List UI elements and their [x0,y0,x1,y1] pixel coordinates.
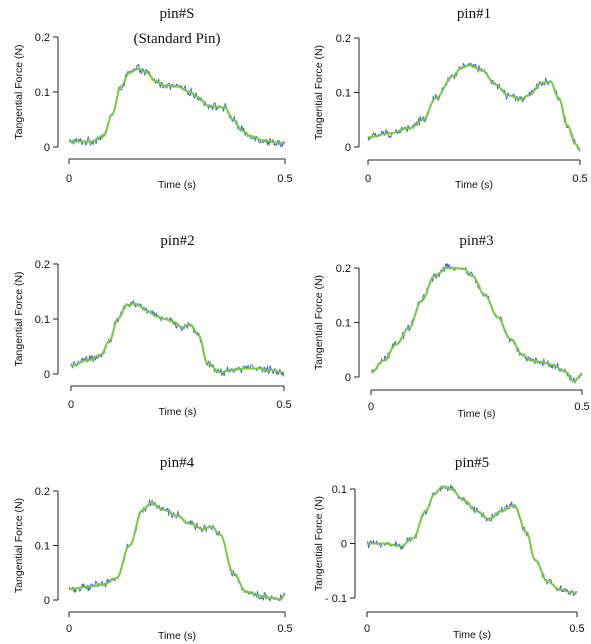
y-tick-label: 0 [345,372,351,384]
fitted-curve-line [367,64,581,151]
y-axis-label: Tangential Force (N) [313,275,325,370]
y-tick-label: 0.1 [35,87,50,99]
fitted-curve-line [370,267,583,383]
x-tick-label: 0.5 [572,173,587,185]
y-axis-label: Tangential Force (N) [13,271,25,366]
y-tick-label: 0.1 [35,314,50,326]
x-tick-label: 0 [66,623,72,635]
x-tick-label: 0 [368,401,374,413]
x-tick-label: 0 [365,173,371,185]
y-tick-label: 0 [341,539,347,551]
fitted-curve-line [68,67,286,145]
y-tick-label: 0.1 [336,318,351,330]
raw-signal-line [70,300,285,377]
chart-title: pin#S [159,6,194,22]
y-tick-label: 0.1 [332,484,347,496]
x-axis-label: Time (s) [158,179,196,191]
panel-0: pin#S (Standard Pin) 0 0.1 0.2 Tangential For… [13,6,293,191]
x-axis-label: Time (s) [453,629,491,641]
panel-3: pin#3 0 0.1 0.2 Tangential Force (N) 0 0.5 Time… [313,233,590,420]
y-tick-label: 0.1 [35,541,50,553]
x-tick-label: 0.5 [277,623,292,635]
panel-2: pin#2 0 0.1 0.2 Tangential Force (N) 0 0.5 Time… [13,233,292,418]
chart-title: pin#5 [455,455,489,471]
x-tick-label: 0.5 [569,623,584,635]
y-tick-label: 0 [44,595,50,607]
y-axis-label: Tangential Force (N) [313,45,325,140]
x-axis-label: Time (s) [158,406,196,418]
x-tick-label: 0.5 [277,173,292,185]
x-tick-label: 0.5 [574,401,589,413]
chart-title: pin#4 [160,455,195,471]
y-tick-label: - 0.1 [325,593,347,605]
x-axis-label: Time (s) [457,408,495,420]
panel-1: pin#1 0 0.1 0.2 Tangential Force (N) 0 0.5 Time… [313,6,588,191]
raw-signal-line [68,63,286,148]
y-axis-label: Tangential Force (N) [313,496,325,591]
raw-signal-line [367,62,581,152]
x-tick-label: 0.5 [276,399,291,411]
fitted-curve-line [366,485,578,594]
x-tick-label: 0 [364,623,370,635]
x-axis-label: Time (s) [455,179,493,191]
fitted-curve-line [68,501,286,600]
panel-5: pin#5 - 0.1 0 0.1 Tangential Force (N) 0 0.5 Ti… [313,455,585,641]
y-tick-label: 0.1 [336,88,351,100]
x-tick-label: 0 [68,399,74,411]
y-tick-label: 0 [345,142,351,154]
y-tick-label: 0.2 [35,32,50,44]
y-tick-label: 0.2 [336,263,351,275]
y-tick-label: 0.2 [35,259,50,271]
chart-subtitle: (Standard Pin) [133,31,220,47]
chart-title: pin#2 [160,233,194,249]
chart-title: pin#3 [459,233,493,249]
fitted-curve-line [70,302,285,374]
panel-4: pin#4 0 0.1 0.2 Tangential Force (N) 0 0.5 Time… [13,455,293,642]
y-tick-label: 0 [44,369,50,381]
y-tick-label: 0.2 [35,486,50,498]
y-axis-label: Tangential Force (N) [13,44,25,139]
x-axis-label: Time (s) [158,630,196,642]
y-tick-label: 0.2 [336,33,351,45]
chart-title: pin#1 [457,6,491,22]
y-tick-label: 0 [44,142,50,154]
x-tick-label: 0 [66,173,72,185]
y-axis-label: Tangential Force (N) [13,498,25,593]
